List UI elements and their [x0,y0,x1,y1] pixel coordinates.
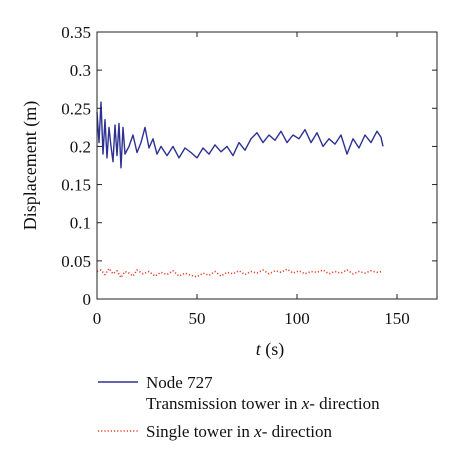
y-tick-label: 0.3 [70,61,91,80]
x-tick-label: 0 [93,309,102,328]
x-axis-unit: (s) [261,339,285,360]
y-tick-label: 0.1 [70,214,91,233]
plot-frame [96,31,438,300]
y-tick-label: 0.15 [61,176,91,195]
x-tick-label: 50 [189,309,206,328]
x-axis-label: t (s) [256,339,285,360]
series-line [96,267,384,279]
y-tick-label: 0.25 [61,99,91,118]
x-tick-label: 150 [384,309,410,328]
y-tick-label: 0.2 [70,137,91,156]
y-tick-label: 0.35 [61,23,91,42]
series-1 [96,101,384,169]
y-axis-label: Displacement (m) [20,101,41,230]
x-tick-label: 100 [284,309,310,328]
series-layer [96,101,384,279]
legend-label: Transmission tower in x- direction [146,394,380,413]
legend-item: Node 727 Transmission tower in x- directi… [98,373,380,413]
legend-item: Single tower in x- direction [98,422,333,441]
legend-label: Node 727 [146,373,213,392]
series-2 [96,267,384,279]
series-line [96,101,384,169]
y-tick-label: 0.05 [61,252,91,271]
legend-label: Single tower in x- direction [146,422,333,441]
legend: Node 727 Transmission tower in x- directi… [98,373,380,441]
x-axis-variable: t [256,339,262,359]
y-tick-label: 0 [83,290,92,309]
ticks-layer: 0 50 100 150 0 0.05 0.1 0.15 0.2 0.25 0.3 0.35 [61,23,437,328]
